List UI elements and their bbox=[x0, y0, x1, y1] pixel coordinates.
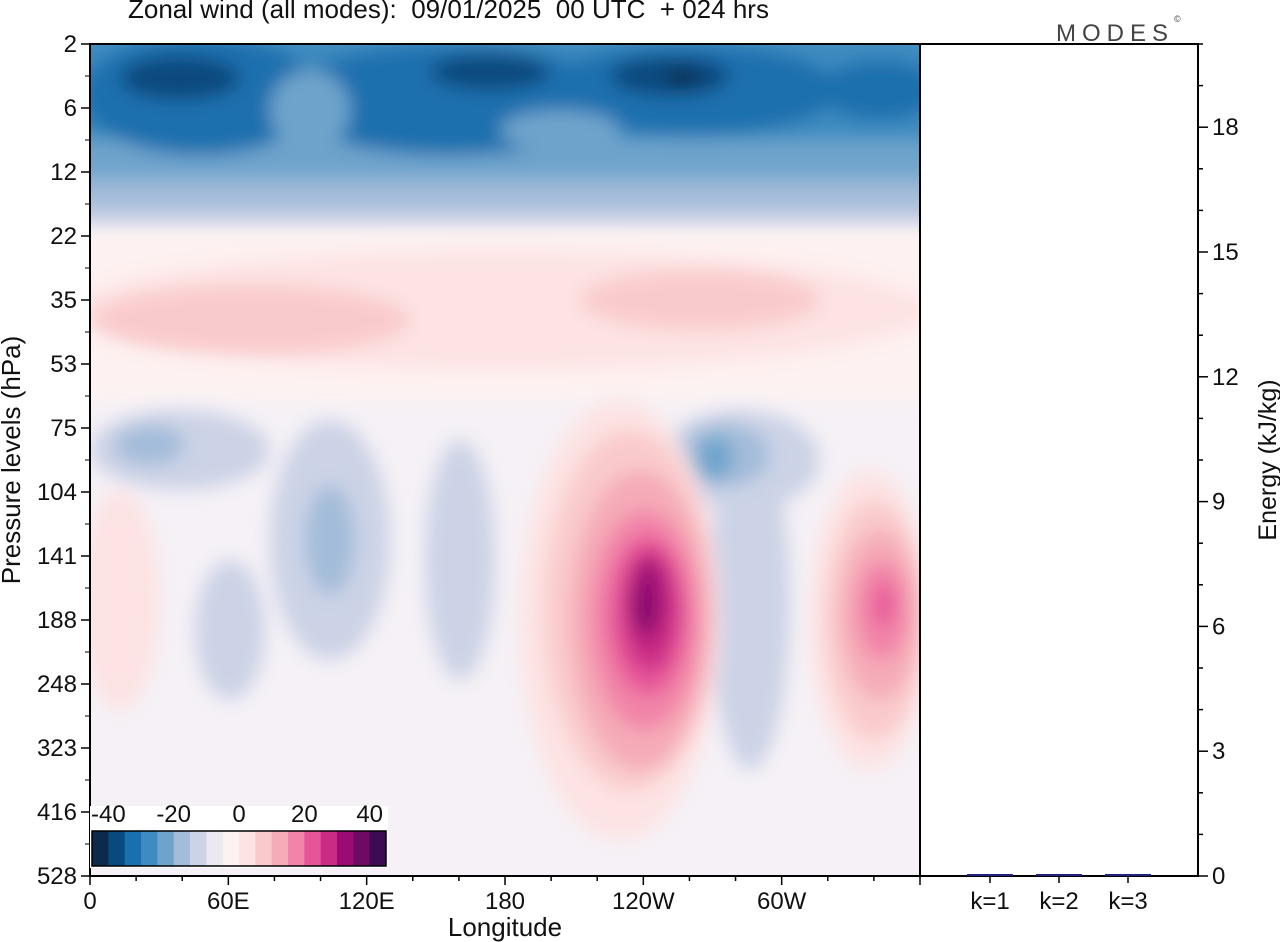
colorbar-tick-label: 20 bbox=[291, 801, 318, 828]
bar-category-label: k=3 bbox=[1108, 888, 1147, 915]
colorbar-swatch bbox=[320, 831, 338, 866]
modes-logo: MODES© bbox=[1056, 14, 1181, 47]
energy-bar bbox=[1036, 874, 1082, 876]
y-tick-label: 528 bbox=[37, 863, 77, 890]
colorbar: -40 -20 0 20 40 bbox=[90, 801, 388, 868]
y-tick-label: 104 bbox=[37, 479, 77, 506]
colorbar-swatch bbox=[239, 831, 256, 866]
y-tick-label: 248 bbox=[37, 671, 77, 698]
energy-tick-label: 0 bbox=[1212, 863, 1225, 890]
energy-bar bbox=[1105, 874, 1151, 876]
colorbar-tick-label: 40 bbox=[356, 801, 383, 828]
colorbar-swatch bbox=[222, 831, 240, 866]
x-tick-label: 180 bbox=[485, 888, 525, 915]
y-axis: 2 6 12 22 35 53 75 104 141 188 248 323 416 528 bbox=[37, 31, 90, 890]
x-tick-label: 120E bbox=[339, 888, 395, 915]
x-axis: 0 60E 120E 180 120W 60W bbox=[83, 876, 921, 915]
y-tick-label: 2 bbox=[64, 31, 77, 58]
wind-field bbox=[90, 44, 920, 876]
energy-panel-frame bbox=[919, 43, 1199, 877]
colorbar-swatch bbox=[206, 831, 224, 866]
x-axis-label: Longitude bbox=[448, 912, 562, 942]
energy-tick-label: 9 bbox=[1212, 489, 1225, 516]
colorbar-swatch bbox=[108, 831, 126, 866]
colorbar-swatch bbox=[157, 831, 175, 866]
x-tick-label: 0 bbox=[83, 888, 96, 915]
y-tick-label: 53 bbox=[50, 351, 77, 378]
colorbar-swatch bbox=[255, 831, 273, 866]
y-tick-label: 75 bbox=[50, 415, 77, 442]
bar-category-label: k=1 bbox=[970, 888, 1009, 915]
energy-tick-label: 18 bbox=[1212, 114, 1239, 141]
energy-tick-label: 15 bbox=[1212, 239, 1239, 266]
colorbar-tick-label: -40 bbox=[91, 801, 126, 828]
y-tick-label: 6 bbox=[64, 95, 77, 122]
y-tick-label: 416 bbox=[37, 799, 77, 826]
chart-title: Zonal wind (all modes): 09/01/2025 00 UT… bbox=[128, 0, 769, 24]
colorbar-swatch bbox=[304, 831, 322, 866]
colorbar-tick-label: 0 bbox=[232, 801, 245, 828]
x-tick-label: 60E bbox=[207, 888, 250, 915]
y-tick-label: 35 bbox=[50, 287, 77, 314]
energy-tick-label: 6 bbox=[1212, 613, 1225, 640]
colorbar-swatch bbox=[124, 831, 142, 866]
energy-bars: k=1 k=2 k=3 bbox=[967, 874, 1151, 915]
y-axis-label: Pressure levels (hPa) bbox=[0, 336, 26, 585]
energy-tick-label: 12 bbox=[1212, 364, 1239, 391]
colorbar-swatch bbox=[337, 831, 354, 866]
energy-tick-label: 3 bbox=[1212, 738, 1225, 765]
y-tick-label: 188 bbox=[37, 607, 77, 634]
y-tick-label: 12 bbox=[50, 159, 77, 186]
colorbar-swatch bbox=[173, 831, 191, 866]
colorbar-frame bbox=[91, 830, 387, 867]
y-tick-label: 141 bbox=[37, 543, 77, 570]
colorbar-swatch bbox=[190, 831, 207, 866]
y-tick-label: 323 bbox=[37, 735, 77, 762]
energy-axis: 0 3 6 9 12 15 18 bbox=[1198, 43, 1239, 890]
energy-bar bbox=[967, 874, 1013, 876]
x-tick-label: 60W bbox=[757, 888, 807, 915]
colorbar-swatch bbox=[353, 831, 371, 866]
energy-axis-label: Energy (kJ/kg) bbox=[1254, 379, 1280, 540]
bar-category-label: k=2 bbox=[1039, 888, 1078, 915]
colorbar-swatch bbox=[271, 831, 289, 866]
x-tick-label: 120W bbox=[612, 888, 675, 915]
colorbar-tick-label: -20 bbox=[156, 801, 191, 828]
y-tick-label: 22 bbox=[50, 223, 77, 250]
colorbar-swatch bbox=[141, 831, 158, 866]
colorbar-swatch bbox=[92, 831, 109, 866]
colorbar-swatch bbox=[369, 831, 387, 866]
colorbar-swatch bbox=[288, 831, 305, 866]
